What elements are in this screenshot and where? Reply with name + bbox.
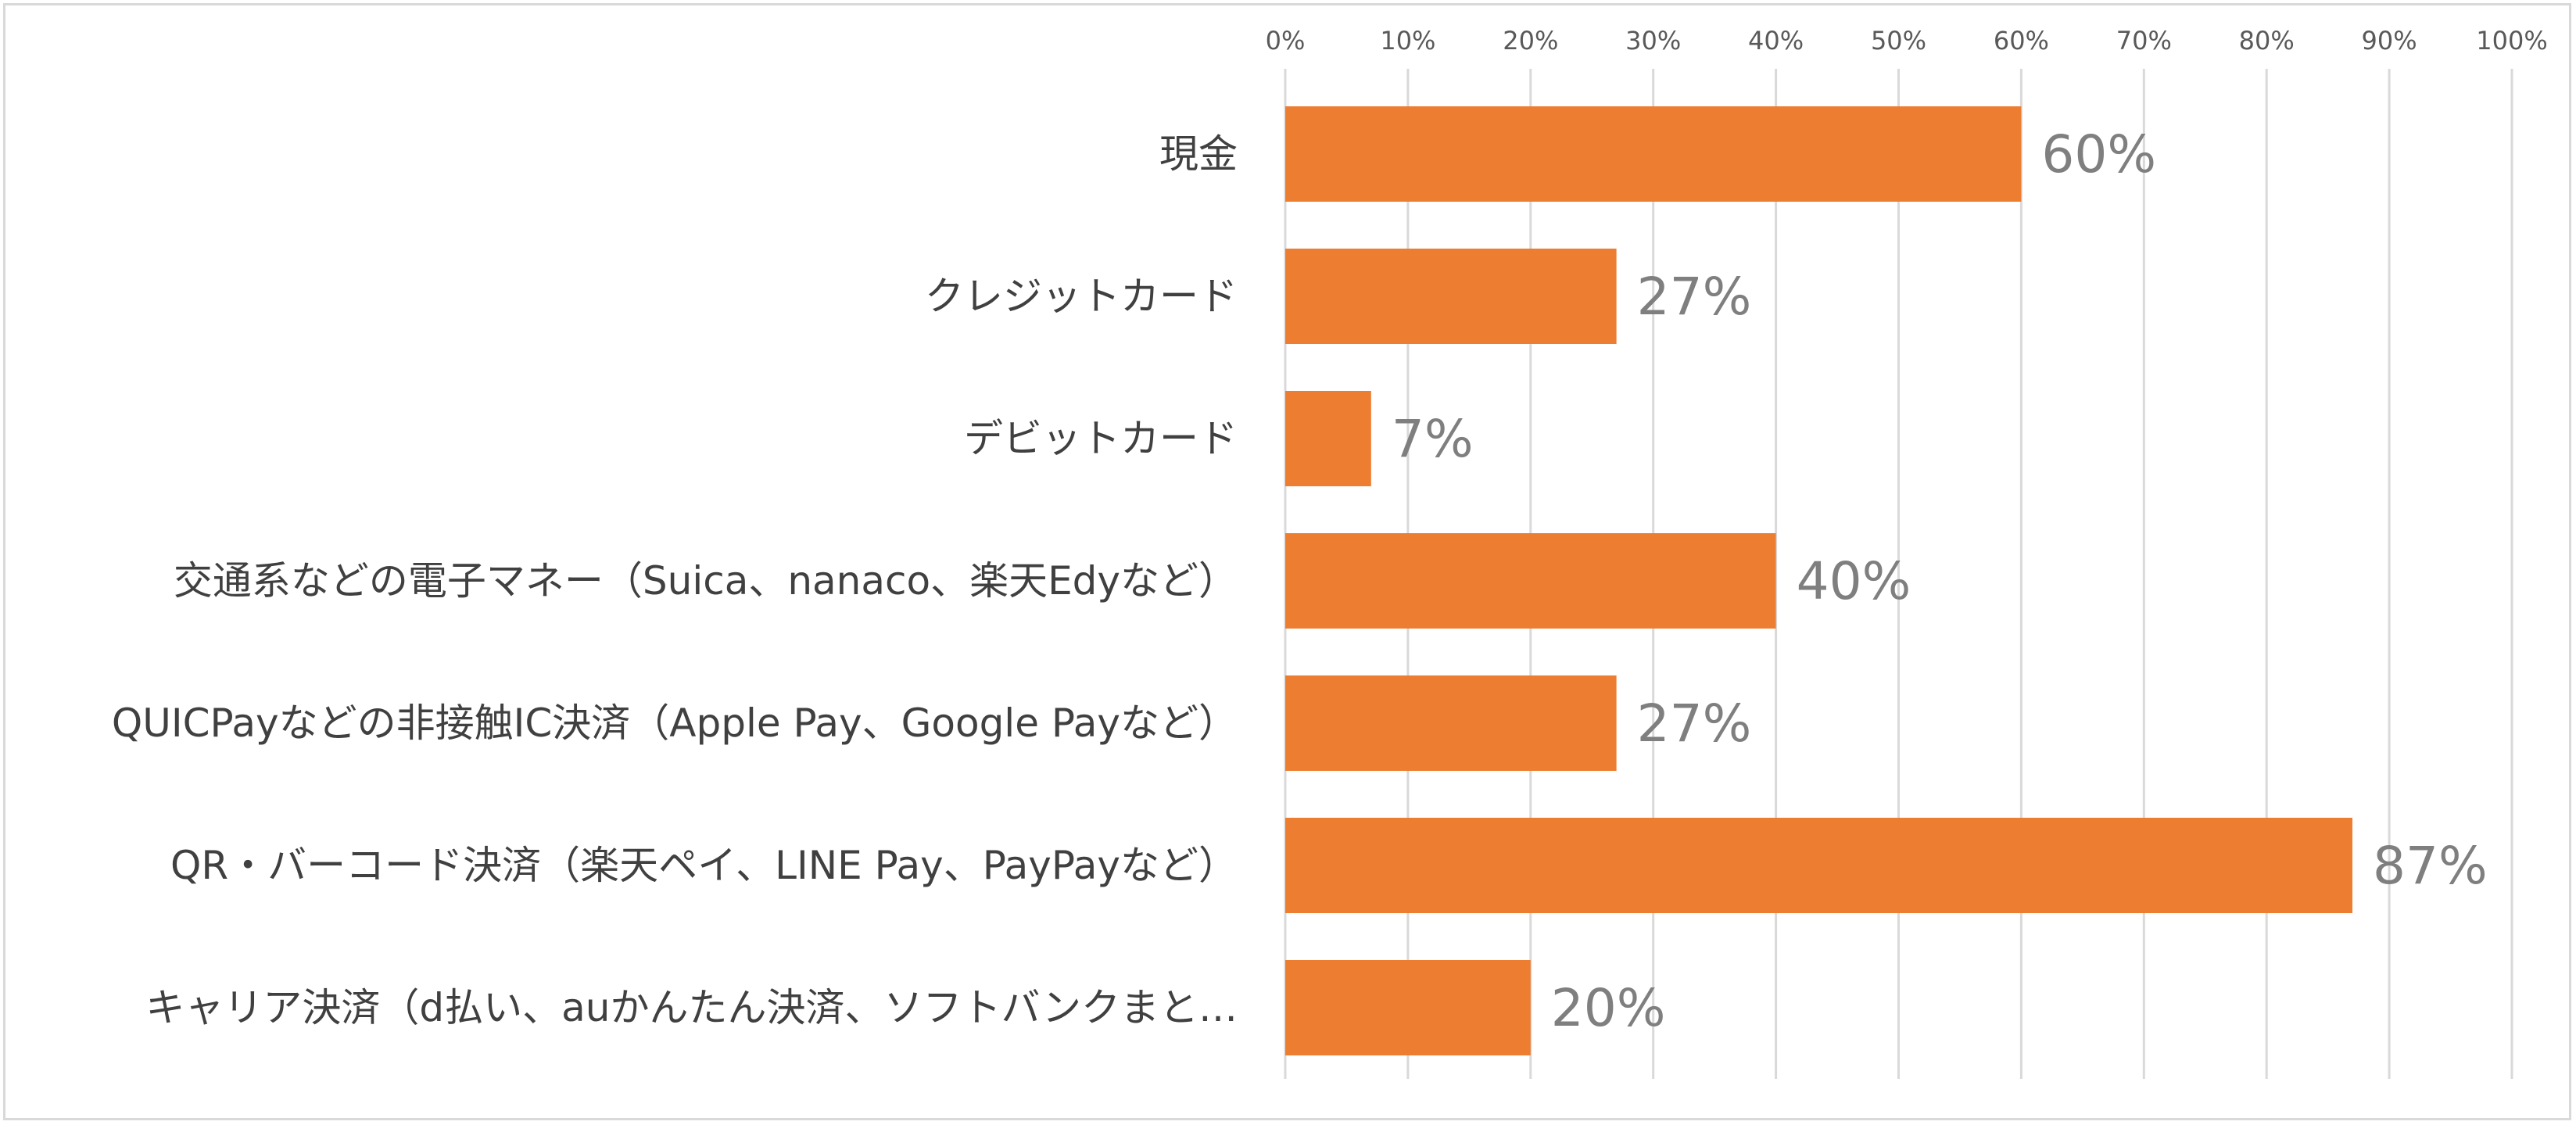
x-tick-label: 70%	[2116, 26, 2172, 56]
category-label: クレジットカード	[925, 274, 1238, 319]
x-tick-label: 30%	[1625, 26, 1681, 56]
data-label: 27%	[1637, 267, 1752, 327]
category-label: キャリア決済（d払い、auかんたん決済、ソフトバンクまと…	[145, 985, 1238, 1030]
data-labels: 60% 27% 7% 40% 27% 87% 20%	[1392, 124, 2488, 1038]
bars	[1285, 106, 2353, 1055]
data-label: 40%	[1797, 551, 1911, 611]
x-tick-label: 20%	[1503, 26, 1558, 56]
bar	[1285, 106, 2022, 202]
x-tick-label: 10%	[1380, 26, 1435, 56]
bar	[1285, 818, 2353, 913]
x-tick-label: 40%	[1748, 26, 1804, 56]
category-label: QR・バーコード決済（楽天ペイ、LINE Pay、PayPayなど）	[170, 843, 1238, 888]
x-axis-ticks: 0% 10% 20% 30% 40% 50% 60% 70% 80% 90% 100%	[1266, 26, 2548, 56]
bar	[1285, 960, 1531, 1055]
bar	[1285, 533, 1776, 629]
data-label: 7%	[1392, 409, 1474, 469]
bar	[1285, 249, 1617, 344]
category-labels: 現金クレジットカードデビットカード交通系などの電子マネー（Suica、nanac…	[112, 131, 1238, 1030]
category-label: 交通系などの電子マネー（Suica、nanaco、楽天Edyなど）	[174, 558, 1238, 604]
bar	[1285, 675, 1617, 771]
x-tick-label: 0%	[1266, 26, 1306, 56]
x-tick-label: 60%	[1994, 26, 2049, 56]
bar	[1285, 391, 1371, 486]
data-label: 87%	[2373, 836, 2488, 896]
category-label: デビットカード	[964, 416, 1238, 461]
category-label: 現金	[1159, 131, 1238, 177]
data-label: 27%	[1637, 693, 1752, 754]
x-tick-label: 50%	[1871, 26, 1926, 56]
data-label: 20%	[1551, 978, 1666, 1038]
x-tick-label: 100%	[2476, 26, 2547, 56]
category-label: QUICPayなどの非接触IC決済（Apple Pay、Google Payなど…	[112, 700, 1238, 746]
x-tick-label: 90%	[2362, 26, 2417, 56]
data-label: 60%	[2041, 124, 2156, 185]
x-tick-label: 80%	[2239, 26, 2295, 56]
